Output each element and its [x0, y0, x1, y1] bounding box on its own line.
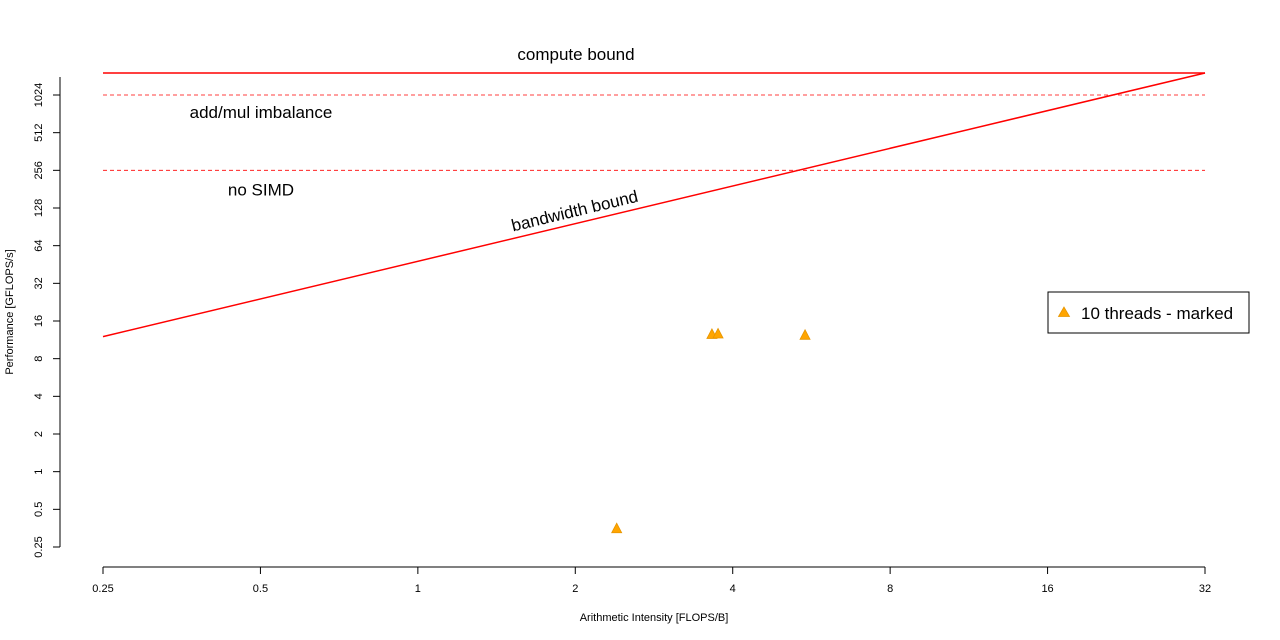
x-tick-label: 0.5 [253, 583, 268, 595]
legend-label: 10 threads - marked [1081, 304, 1233, 323]
bandwidth-bound-label: bandwidth bound [510, 187, 640, 236]
y-tick-label: 4 [33, 393, 45, 399]
y-tick-label: 256 [33, 161, 45, 179]
ceiling-label: add/mul imbalance [190, 103, 333, 122]
x-tick-label: 0.25 [92, 583, 113, 595]
x-axis-title: Arithmetic Intensity [FLOPS/B] [580, 612, 729, 624]
y-tick-label: 1 [33, 469, 45, 475]
x-tick-label: 2 [572, 583, 578, 595]
x-tick-label: 8 [887, 583, 893, 595]
x-ticks: 0.25 0.5 1 2 4 8 16 32 [92, 567, 1211, 595]
y-tick-label: 64 [33, 240, 45, 252]
data-point-triangle [799, 328, 811, 340]
y-tick-label: 16 [33, 315, 45, 327]
y-tick-label: 32 [33, 277, 45, 289]
roofline: compute bound add/mul imbalance no SIMD ban… [102, 45, 1206, 338]
y-tick-label: 0.25 [33, 536, 45, 557]
compute-bound-label: compute bound [517, 45, 634, 64]
x-tick-label: 4 [730, 583, 736, 595]
data-point-triangle [611, 522, 623, 534]
legend-marker-triangle [1057, 306, 1071, 317]
y-ticks: 0.25 0.5 1 2 4 8 16 32 64 128 256 512 1024 [33, 83, 60, 558]
ceiling-label: no SIMD [228, 180, 294, 199]
x-tick-label: 32 [1199, 583, 1211, 595]
legend: 10 threads - marked [1047, 291, 1250, 334]
y-axis-title: Performance [GFLOPS/s] [4, 249, 16, 374]
x-tick-label: 1 [415, 583, 421, 595]
y-axis: 0.25 0.5 1 2 4 8 16 32 64 128 256 512 1024 [33, 77, 61, 558]
data-points [611, 327, 811, 534]
legend-box [1047, 291, 1250, 334]
y-tick-label: 8 [33, 356, 45, 362]
y-tick-label: 2 [33, 431, 45, 437]
x-tick-label: 16 [1041, 583, 1053, 595]
bandwidth-bound-line [102, 72, 1206, 338]
y-tick-label: 512 [33, 123, 45, 141]
y-tick-label: 1024 [33, 83, 45, 107]
y-tick-label: 128 [33, 199, 45, 217]
data-point-triangle [712, 327, 724, 339]
y-tick-label: 0.5 [33, 502, 45, 517]
x-axis: 0.25 0.5 1 2 4 8 16 32 [92, 566, 1211, 595]
